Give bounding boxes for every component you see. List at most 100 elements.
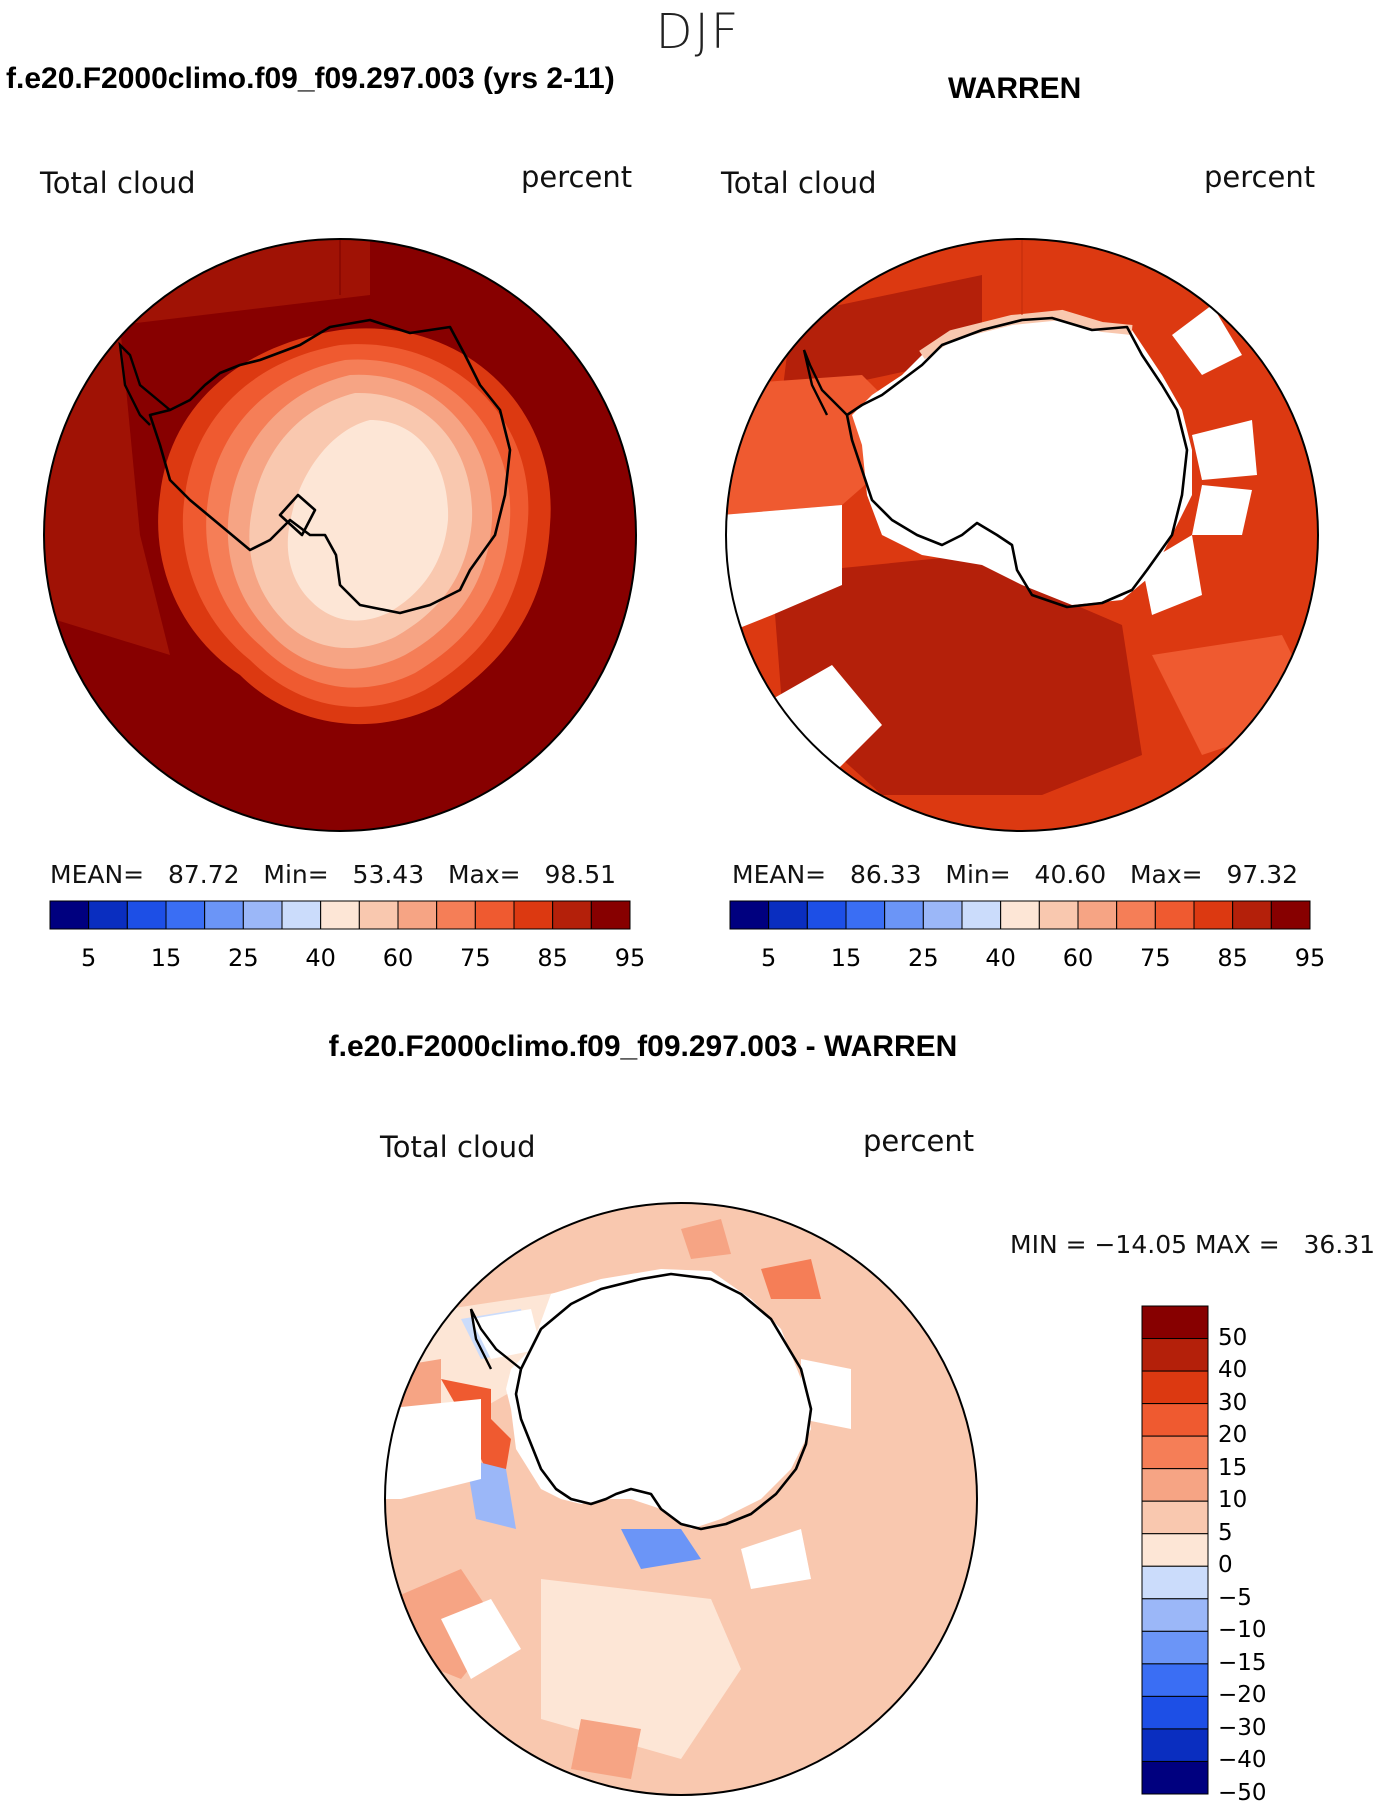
colorbar-tick-label: −20	[1218, 1682, 1267, 1709]
colorbar-swatch	[204, 900, 244, 930]
colorbar-tick-label: −10	[1218, 1617, 1267, 1644]
colorbar-swatch	[1038, 900, 1079, 930]
colorbar-swatch	[1270, 900, 1311, 930]
right-peninsula-coast	[802, 349, 848, 416]
colorbar-tick-label: 10	[1218, 1487, 1248, 1514]
colorbar-swatch	[922, 900, 963, 930]
colorbar-tick-label: 25	[908, 944, 939, 972]
colorbar-swatch	[1141, 1468, 1209, 1502]
diff-colorbar-ticks: 50 40 30 20 15 10 5 0 −5 −10 −15 −20 −30 −40 −50	[1218, 1305, 1298, 1806]
left-mean-value: 87.72	[167, 860, 240, 889]
left-stats: MEAN= 87.72 Min= 53.43 Max= 98.51	[50, 860, 617, 889]
colorbar-swatch	[552, 900, 592, 930]
right-missing-ne	[1172, 305, 1242, 375]
colorbar-swatch	[1193, 900, 1234, 930]
left-max-value: 98.51	[544, 860, 617, 889]
diff-antarctica-coast	[514, 1272, 813, 1531]
right-polar-map	[725, 238, 1319, 832]
colorbar-tick-label: 5	[1218, 1519, 1233, 1546]
right-antarctica-coast	[845, 316, 1189, 609]
diff-polar-map	[384, 1202, 978, 1796]
colorbar-tick-label: −50	[1218, 1780, 1267, 1806]
colorbar-tick-label: 20	[1218, 1422, 1248, 1449]
right-missing-w	[726, 505, 842, 635]
colorbar-tick-label: 15	[150, 944, 182, 972]
diff-units-label: percent	[863, 1124, 975, 1158]
colorbar-swatch	[320, 900, 360, 930]
colorbar-swatch	[1116, 900, 1156, 930]
right-max-value: 97.32	[1226, 860, 1299, 889]
right-missing-se	[1142, 535, 1202, 615]
colorbar-tick-label: 25	[228, 944, 259, 972]
colorbar-swatch	[768, 900, 808, 930]
colorbar-swatch	[1154, 900, 1195, 930]
colorbar-swatch	[513, 900, 554, 930]
left-antarctica-coast	[148, 318, 512, 615]
diff-antarctica-missing	[506, 1269, 811, 1529]
colorbar-swatch	[1141, 1338, 1209, 1372]
colorbar-tick-label: 40	[985, 944, 1016, 972]
colorbar-swatch	[358, 900, 399, 930]
colorbar-tick-label: 95	[1294, 944, 1326, 972]
colorbar-tick-label: 5	[81, 944, 97, 972]
left-contour-band-60	[287, 420, 449, 621]
colorbar-tick-label: −30	[1218, 1714, 1267, 1741]
colorbar-swatch	[49, 900, 90, 930]
colorbar-swatch	[1141, 1728, 1209, 1762]
right-stats: MEAN= 86.33 Min= 40.60 Max= 97.32	[732, 860, 1299, 889]
colorbar-swatch	[1141, 1598, 1209, 1632]
colorbar-swatch	[1141, 1760, 1209, 1795]
right-missing-sw	[762, 665, 882, 775]
colorbar-swatch	[165, 900, 206, 930]
colorbar-swatch	[88, 900, 128, 930]
colorbar-tick-label: −5	[1218, 1584, 1252, 1611]
colorbar-swatch	[397, 900, 438, 930]
colorbar-tick-label: 15	[830, 944, 862, 972]
diff-band-10-s	[571, 1719, 641, 1779]
season-title: DJF	[655, 4, 741, 60]
diff-missing-e	[801, 1359, 851, 1429]
colorbar-swatch	[845, 900, 886, 930]
right-variable-label: Total cloud	[721, 166, 877, 200]
colorbar-swatch	[961, 900, 1002, 930]
colorbar-tick-label: 75	[460, 944, 491, 972]
diff-minmax: MIN = −14.05 MAX = 36.31	[1010, 1230, 1376, 1259]
right-units-label: percent	[1204, 160, 1316, 194]
colorbar-swatch	[1077, 900, 1118, 930]
colorbar-swatch	[806, 900, 847, 930]
colorbar-tick-label: 85	[1217, 944, 1248, 972]
colorbar-tick-label: 60	[1062, 944, 1094, 972]
colorbar-tick-label: 40	[305, 944, 336, 972]
left-units-label: percent	[521, 160, 633, 194]
colorbar-swatch	[242, 900, 283, 930]
left-peninsula-coast	[118, 341, 171, 426]
diff-variable-label: Total cloud	[380, 1130, 536, 1164]
colorbar-swatch	[1141, 1533, 1209, 1567]
diff-band-near-zero-s	[541, 1579, 741, 1759]
diff-band-15-ne2	[761, 1259, 821, 1299]
colorbar-swatch	[1141, 1695, 1209, 1730]
colorbar-swatch	[1000, 900, 1040, 930]
left-colorbar-ticks: 5 15 25 40 60 75 85 95	[50, 944, 645, 974]
diff-band-neg-nw2	[431, 1279, 446, 1299]
diff-band-neg-s	[621, 1529, 701, 1569]
left-polar-map	[43, 238, 637, 832]
left-case-title: f.e20.F2000climo.f09_f09.297.003 (yrs 2-…	[6, 62, 615, 95]
right-antarctica-missing	[852, 315, 1192, 605]
colorbar-tick-label: 95	[614, 944, 646, 972]
colorbar-tick-label: 5	[761, 944, 777, 972]
colorbar-swatch	[590, 900, 631, 930]
colorbar-swatch	[474, 900, 515, 930]
diff-missing-se	[741, 1529, 811, 1589]
colorbar-tick-label: 60	[382, 944, 414, 972]
colorbar-swatch	[1141, 1663, 1209, 1697]
diff-missing-nw	[471, 1309, 541, 1359]
colorbar-tick-label: 40	[1218, 1357, 1248, 1384]
colorbar-swatch	[729, 900, 770, 930]
colorbar-tick-label: 30	[1218, 1389, 1248, 1416]
diff-colorbar	[1141, 1305, 1209, 1795]
diff-case-title: f.e20.F2000climo.f09_f09.297.003 - WARRE…	[328, 1030, 958, 1063]
diff-peninsula-coast	[469, 1308, 522, 1370]
diff-missing-w	[385, 1399, 481, 1499]
colorbar-swatch	[1141, 1305, 1209, 1340]
